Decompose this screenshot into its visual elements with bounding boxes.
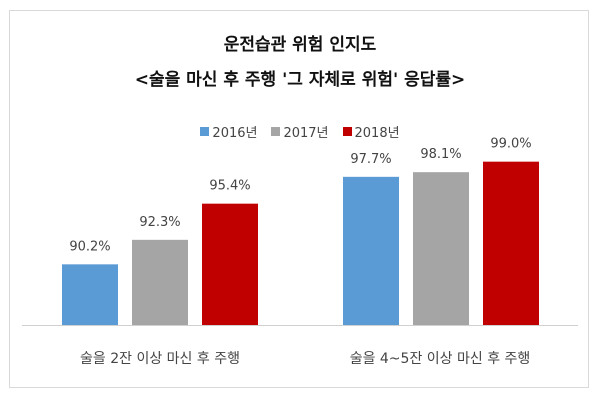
legend-swatch-2017 bbox=[271, 127, 281, 136]
data-label-2018년-1: 99.0% bbox=[490, 137, 531, 152]
bar-2017년-0 bbox=[132, 239, 188, 325]
data-label-2016년-0: 90.2% bbox=[69, 239, 110, 254]
legend-swatch-2016 bbox=[200, 127, 210, 136]
legend-label-2018: 2018년 bbox=[354, 126, 400, 141]
data-label-2017년-0: 92.3% bbox=[139, 215, 180, 230]
chart-title: 운전습관 위험 인지도 bbox=[223, 35, 377, 55]
legend-label-2017: 2017년 bbox=[283, 126, 329, 141]
data-label-2017년-1: 98.1% bbox=[420, 147, 461, 162]
legend-item-2017: 2017년 bbox=[271, 122, 329, 141]
bar-2016년-1 bbox=[343, 176, 399, 325]
category-label-0: 술을 2잔 이상 마신 후 주행 bbox=[80, 351, 240, 367]
chart-legend: 2016년 2017년 2018년 bbox=[0, 122, 600, 141]
bar-2017년-1 bbox=[413, 172, 469, 325]
chart-subtitle: <술을 마신 후 주행 '그 자체로 위험' 응답률> bbox=[134, 70, 466, 90]
bar-2016년-0 bbox=[62, 264, 118, 325]
legend-swatch-2018 bbox=[342, 127, 352, 136]
data-label-2018년-0: 95.4% bbox=[209, 179, 250, 194]
legend-item-2018: 2018년 bbox=[342, 122, 400, 141]
legend-item-2016: 2016년 bbox=[200, 122, 257, 141]
legend-label-2016: 2016년 bbox=[212, 126, 258, 141]
data-label-2016년-1: 97.7% bbox=[350, 152, 391, 167]
bar-2018년-1 bbox=[483, 161, 539, 325]
category-label-1: 술을 4~5잔 이상 마신 후 주행 bbox=[350, 351, 531, 367]
bar-2018년-0 bbox=[202, 203, 258, 325]
